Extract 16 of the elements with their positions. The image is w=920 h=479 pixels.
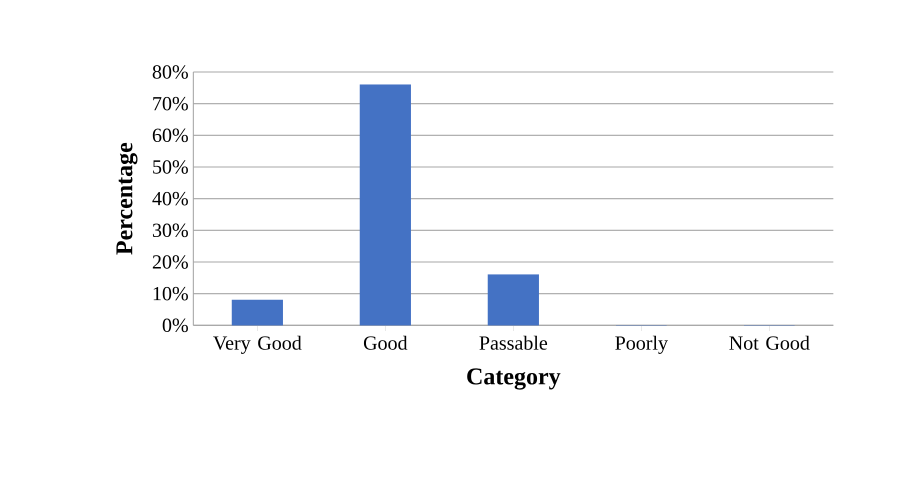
y-tick-label: 80%	[152, 65, 188, 79]
y-tick-label: 30%	[152, 224, 188, 238]
x-tick-label: Poorly	[615, 336, 668, 354]
x-tick-label: Very Good	[213, 336, 302, 354]
x-axis-title: Category	[467, 368, 560, 390]
y-tick-label: 10%	[154, 287, 188, 301]
x-tick-label: Good	[364, 336, 408, 350]
y-tick-label: 40%	[152, 192, 188, 206]
y-axis-title: Percentage	[116, 143, 138, 255]
x-tick-label: Passable	[479, 336, 548, 350]
y-tick-label: 50%	[153, 160, 188, 174]
y-tick-label: 60%	[152, 128, 188, 142]
x-tick-label: Not Good	[729, 336, 810, 350]
y-tick-label: 0%	[162, 318, 188, 332]
y-tick-label: 70%	[153, 97, 188, 111]
y-tick-label: 20%	[152, 255, 188, 269]
